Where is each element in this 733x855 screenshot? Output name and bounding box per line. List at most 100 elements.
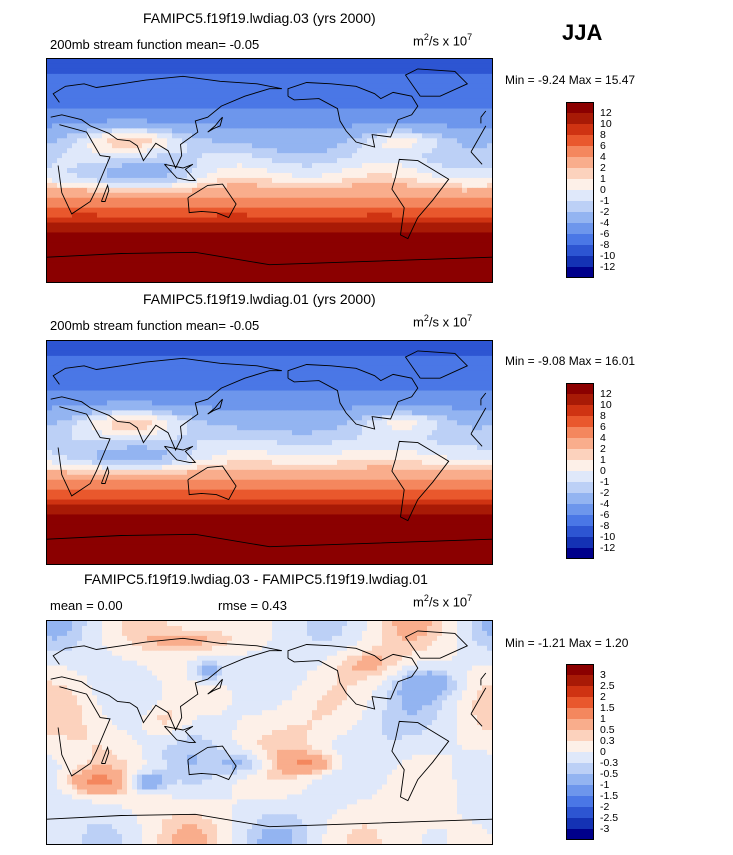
- field-cell: [292, 242, 298, 248]
- field-cell: [72, 68, 78, 75]
- field-cell: [412, 272, 418, 278]
- field-cell: [367, 380, 373, 386]
- field-cell: [187, 350, 193, 357]
- field-cell: [147, 143, 153, 149]
- field-cell: [252, 177, 258, 184]
- field-cell: [122, 113, 128, 119]
- field-cell: [257, 168, 263, 174]
- field-cell: [422, 262, 428, 268]
- field-cell: [122, 93, 128, 100]
- field-cell: [472, 277, 478, 282]
- field-cell: [217, 277, 223, 282]
- field-cell: [432, 217, 438, 223]
- field-cell: [127, 212, 133, 218]
- field-cell: [72, 192, 78, 199]
- field-cell: [82, 168, 88, 174]
- field-cell: [347, 133, 353, 139]
- field-cell: [457, 143, 463, 149]
- field-cell: [107, 212, 113, 218]
- field-cell: [177, 168, 183, 174]
- field-cell: [202, 370, 208, 377]
- field-cell: [212, 182, 218, 189]
- field-cell: [277, 272, 283, 278]
- field-cell: [77, 252, 83, 258]
- field-cell: [157, 345, 163, 352]
- field-cell: [397, 177, 403, 184]
- field-cell: [227, 350, 233, 357]
- field-cell: [202, 385, 208, 391]
- field-cell: [347, 93, 353, 100]
- field-cell: [142, 177, 148, 184]
- field-cell: [387, 133, 393, 139]
- field-cell: [157, 257, 163, 263]
- field-cell: [177, 123, 183, 129]
- field-cell: [77, 88, 83, 95]
- field-cell: [277, 202, 283, 209]
- field-cell: [337, 207, 343, 214]
- field-cell: [377, 83, 383, 90]
- field-cell: [237, 345, 243, 352]
- field-cell: [257, 182, 263, 189]
- field-cell: [362, 192, 368, 199]
- field-cell: [92, 172, 98, 179]
- field-cell: [482, 73, 488, 80]
- field-cell: [167, 212, 173, 218]
- field-cell: [432, 108, 438, 114]
- field-cell: [292, 182, 298, 189]
- field-cell: [192, 138, 198, 144]
- field-cell: [297, 262, 303, 268]
- field-cell: [262, 355, 268, 362]
- field-cell: [77, 83, 83, 90]
- field-cell: [267, 182, 273, 189]
- field-cell: [212, 202, 218, 209]
- field-cell: [377, 252, 383, 258]
- field-cell: [412, 237, 418, 243]
- field-cell: [167, 390, 173, 396]
- field-cell: [222, 68, 228, 75]
- field-cell: [282, 365, 288, 372]
- field-cell: [167, 63, 173, 70]
- field-cell: [402, 197, 408, 204]
- field-cell: [282, 68, 288, 75]
- field-cell: [212, 355, 218, 362]
- field-cell: [92, 277, 98, 282]
- field-cell: [167, 93, 173, 100]
- field-cell: [127, 385, 133, 391]
- field-cell: [387, 355, 393, 362]
- field-cell: [167, 345, 173, 352]
- field-cell: [292, 252, 298, 258]
- field-cell: [317, 93, 323, 100]
- field-cell: [472, 232, 478, 238]
- field-cell: [282, 247, 288, 253]
- field-cell: [432, 277, 438, 282]
- field-cell: [192, 63, 198, 70]
- field-cell: [342, 257, 348, 263]
- field-cell: [322, 237, 328, 243]
- field-cell: [132, 247, 138, 253]
- field-cell: [132, 197, 138, 204]
- field-cell: [77, 217, 83, 223]
- field-cell: [272, 365, 278, 372]
- field-cell: [427, 365, 433, 372]
- field-cell: [217, 59, 223, 65]
- field-cell: [197, 172, 203, 179]
- field-cell: [332, 172, 338, 179]
- field-cell: [347, 350, 353, 357]
- field-cell: [287, 98, 293, 104]
- field-cell: [187, 108, 193, 114]
- field-cell: [197, 113, 203, 119]
- field-cell: [337, 197, 343, 204]
- field-cell: [147, 365, 153, 372]
- field-cell: [262, 242, 268, 248]
- field-cell: [467, 360, 473, 367]
- field-cell: [172, 192, 178, 199]
- field-cell: [247, 138, 253, 144]
- field-cell: [262, 168, 268, 174]
- field-cell: [267, 128, 273, 134]
- field-cell: [472, 113, 478, 119]
- field-cell: [477, 148, 483, 154]
- field-cell: [157, 375, 163, 382]
- field-cell: [347, 83, 353, 90]
- field-cell: [232, 177, 238, 184]
- field-cell: [202, 355, 208, 362]
